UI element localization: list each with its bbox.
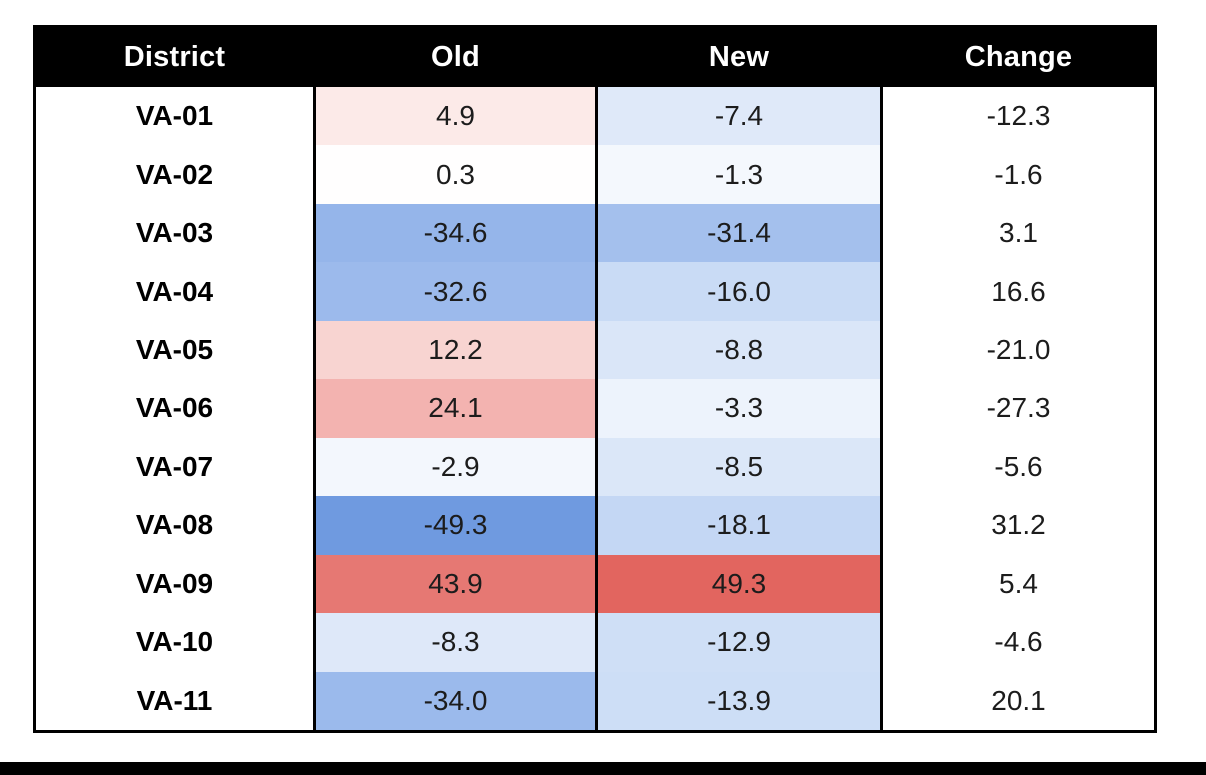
old-value-cell: 24.1 [316,379,598,438]
old-value-cell: 0.3 [316,145,598,204]
district-cell: VA-09 [36,554,316,614]
new-value-cell: -8.5 [598,437,883,497]
bottom-black-bar [0,762,1206,775]
old-value-cell: -34.6 [316,203,598,263]
table-header-row: District Old New Change [36,28,1154,87]
old-value-cell: -2.9 [316,437,598,497]
district-cell: VA-03 [36,203,316,263]
change-value-cell: 20.1 [991,684,1046,716]
old-value-cell: -8.3 [316,613,598,672]
old-value-cell: 43.9 [316,554,598,614]
new-value-cell: -3.3 [598,379,883,438]
new-value-cell: -16.0 [598,262,883,321]
column-header-old: Old [316,28,598,87]
district-cell: VA-10 [36,613,316,672]
table-row: VA-06 24.1 -3.3 -27.3 [36,379,1154,438]
new-value-cell: 49.3 [598,554,883,614]
table-row: VA-04 -32.6 -16.0 16.6 [36,262,1154,321]
column-header-district: District [36,28,316,87]
old-value-cell: 12.2 [316,320,598,380]
old-value-cell: -49.3 [316,496,598,555]
district-cell: VA-07 [36,437,316,497]
table-body: VA-01 4.9 -7.4 -12.3 VA-02 0.3 -1.3 -1.6 VA-03 -3… [36,87,1154,730]
column-header-change: Change [964,41,1073,73]
table-row: VA-05 12.2 -8.8 -21.0 [36,320,1154,380]
column-header-new: New [598,28,883,87]
old-value-cell: -32.6 [316,262,598,321]
new-value-cell: -1.3 [598,145,883,204]
district-cell: VA-02 [36,145,316,204]
change-value-cell: -4.6 [994,626,1043,658]
table-row: VA-02 0.3 -1.3 -1.6 [36,145,1154,204]
district-cell: VA-08 [36,496,316,555]
table-row: VA-09 43.9 49.3 5.4 [36,554,1154,614]
new-value-cell: -31.4 [598,203,883,263]
district-table: District Old New Change VA-01 4.9 -7.4 -12.… [33,25,1157,733]
district-cell: VA-11 [36,671,316,730]
change-value-cell: 31.2 [991,509,1046,541]
change-value-cell: 5.4 [999,567,1038,599]
old-value-cell: 4.9 [316,87,598,146]
change-value-cell: -5.6 [994,450,1043,482]
new-value-cell: -13.9 [598,671,883,730]
old-value-cell: -34.0 [316,671,598,730]
table-row: VA-07 -2.9 -8.5 -5.6 [36,437,1154,497]
change-value-cell: 3.1 [999,217,1038,249]
table-row: VA-01 4.9 -7.4 -12.3 [36,87,1154,146]
district-cell: VA-06 [36,379,316,438]
change-value-cell: -12.3 [986,100,1051,132]
table-row: VA-11 -34.0 -13.9 20.1 [36,671,1154,730]
new-value-cell: -7.4 [598,87,883,146]
district-cell: VA-01 [36,87,316,146]
change-value-cell: 16.6 [991,275,1046,307]
new-value-cell: -12.9 [598,613,883,672]
district-cell: VA-05 [36,320,316,380]
table-row: VA-03 -34.6 -31.4 3.1 [36,203,1154,263]
table-row: VA-10 -8.3 -12.9 -4.6 [36,613,1154,672]
change-value-cell: -21.0 [986,334,1051,366]
new-value-cell: -8.8 [598,320,883,380]
new-value-cell: -18.1 [598,496,883,555]
change-value-cell: -1.6 [994,158,1043,190]
change-value-cell: -27.3 [986,392,1051,424]
district-cell: VA-04 [36,262,316,321]
table-row: VA-08 -49.3 -18.1 31.2 [36,496,1154,555]
